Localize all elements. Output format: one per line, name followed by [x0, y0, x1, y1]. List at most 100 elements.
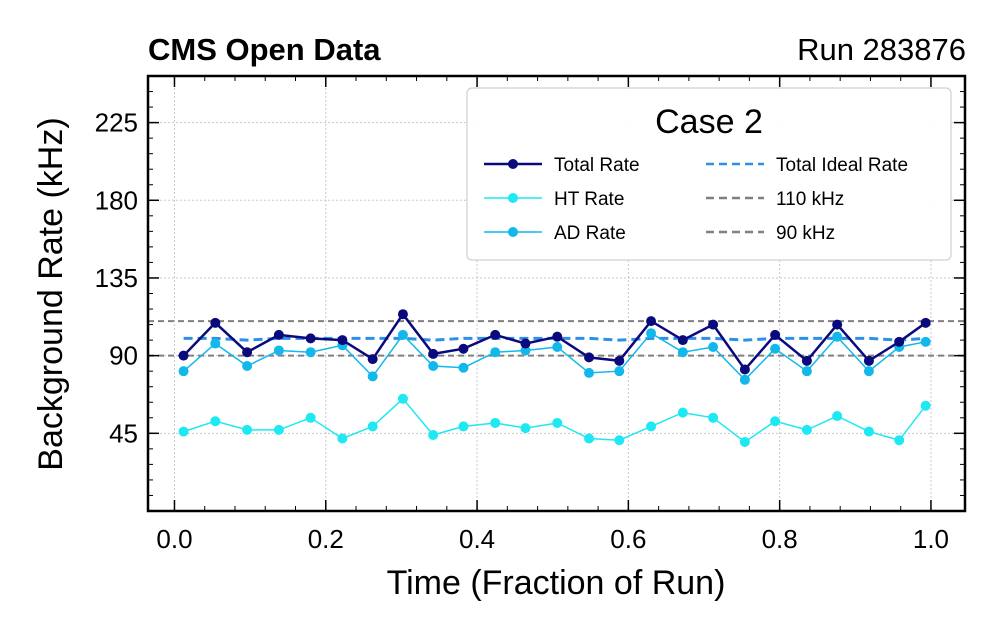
data-point-ht-rate — [801, 424, 812, 435]
data-point-total-rate — [397, 309, 408, 320]
data-point-ht-rate — [428, 430, 439, 441]
x-axis-label: Time (Fraction of Run) — [387, 564, 726, 602]
data-point-total-rate — [552, 331, 563, 342]
data-point-ht-rate — [367, 421, 378, 432]
data-point-total-rate — [458, 343, 469, 354]
data-point-ht-rate — [397, 393, 408, 404]
plot-frame — [146, 74, 967, 513]
data-point-ad-rate — [367, 371, 378, 382]
legend-label-total-ideal-rate: Total Ideal Rate — [776, 155, 908, 176]
data-point-total-rate — [584, 352, 595, 363]
data-point-ad-rate — [178, 366, 189, 377]
data-point-ht-rate — [614, 435, 625, 446]
data-point-ad-rate — [770, 343, 781, 354]
x-tick-label: 0.0 — [156, 524, 192, 554]
data-point-ht-rate — [242, 424, 253, 435]
data-point-ht-rate — [677, 407, 688, 418]
y-tick-label: 45 — [109, 418, 138, 448]
data-point-total-rate — [305, 333, 316, 344]
x-tick-label: 1.0 — [913, 524, 949, 554]
y-tick-label: 225 — [95, 108, 138, 138]
data-point-ad-rate — [677, 347, 688, 358]
data-point-total-rate — [273, 329, 284, 340]
axis-ticks: 0.0 0.2 0.4 0.6 0.8 1.0 45 90 135 180 225 — [95, 76, 965, 554]
data-point-ht-rate — [520, 423, 531, 434]
legend: Case 2 Total Rate HT Rate AD Rate Total Ide… — [466, 87, 952, 261]
data-point-total-rate — [490, 329, 501, 340]
data-point-total-rate — [801, 355, 812, 366]
data-point-ad-rate — [428, 361, 439, 371]
data-point-ht-rate — [832, 411, 843, 422]
data-point-total-rate — [428, 348, 439, 359]
data-point-ad-rate — [739, 374, 750, 385]
legend-marker-ad-rate — [508, 227, 518, 237]
data-point-ht-rate — [178, 426, 189, 437]
y-tick-label: 180 — [95, 185, 138, 215]
data-point-ad-rate — [920, 336, 931, 347]
data-point-ad-rate — [832, 331, 843, 342]
header-left-title: CMS Open Data — [148, 32, 381, 67]
legend-title: Case 2 — [655, 103, 763, 141]
data-point-total-rate — [520, 338, 531, 349]
x-tick-label: 0.2 — [308, 524, 344, 554]
x-tick-label: 0.4 — [459, 524, 495, 554]
data-point-total-rate — [677, 335, 688, 346]
data-point-ad-rate — [458, 362, 469, 373]
data-point-ht-rate — [305, 412, 316, 423]
data-point-ht-rate — [894, 435, 905, 446]
data-point-total-rate — [178, 350, 189, 361]
legend-marker-total-rate — [508, 159, 518, 169]
data-point-ad-rate — [552, 342, 563, 353]
series-line-total-rate — [182, 312, 927, 372]
data-point-ht-rate — [210, 416, 221, 427]
series-layer — [178, 309, 931, 447]
data-point-ht-rate — [273, 424, 284, 435]
data-point-ad-rate — [708, 342, 719, 353]
data-point-ad-rate — [490, 347, 501, 358]
data-point-ht-rate — [770, 416, 781, 427]
y-tick-label: 135 — [95, 263, 138, 293]
legend-label-ht-rate: HT Rate — [554, 189, 624, 210]
data-point-ht-rate — [863, 426, 874, 437]
header-run-label: Run 283876 — [797, 32, 966, 67]
data-point-ht-rate — [739, 436, 750, 447]
data-point-ad-rate — [273, 345, 284, 356]
y-axis-label: Background Rate (kHz) — [32, 117, 70, 470]
data-point-total-rate — [337, 335, 348, 346]
data-point-total-rate — [367, 354, 378, 365]
data-point-total-rate — [646, 316, 657, 327]
data-point-ad-rate — [646, 328, 657, 339]
data-point-ht-rate — [920, 400, 931, 411]
data-point-ad-rate — [397, 329, 408, 340]
legend-box — [466, 87, 952, 261]
data-point-ht-rate — [646, 421, 657, 432]
legend-label-total-rate: Total Rate — [554, 155, 640, 176]
data-point-total-rate — [739, 364, 750, 375]
data-point-ht-rate — [584, 433, 595, 444]
data-point-ad-rate — [520, 345, 531, 356]
data-point-total-rate — [614, 355, 625, 366]
data-point-ad-rate — [863, 366, 874, 377]
data-point-total-rate — [210, 317, 221, 328]
legend-marker-ht-rate — [508, 193, 518, 203]
reference-lines — [148, 320, 965, 357]
data-point-ht-rate — [337, 433, 348, 444]
data-point-total-rate — [863, 355, 874, 366]
data-point-ht-rate — [552, 417, 563, 428]
data-point-ht-rate — [708, 412, 719, 423]
data-point-total-rate — [894, 336, 905, 347]
x-tick-label: 0.6 — [610, 524, 646, 554]
legend-label-ad-rate: AD Rate — [554, 223, 626, 244]
legend-label-90-khz: 90 kHz — [776, 223, 835, 244]
data-point-ad-rate — [614, 366, 625, 377]
data-point-total-rate — [832, 319, 843, 330]
data-point-ht-rate — [490, 417, 501, 428]
data-point-ad-rate — [801, 366, 812, 377]
data-point-ad-rate — [584, 367, 595, 378]
data-point-ad-rate — [242, 361, 253, 371]
data-point-total-rate — [708, 319, 719, 330]
data-point-ad-rate — [305, 347, 316, 358]
y-tick-label: 90 — [109, 341, 138, 371]
data-point-total-rate — [770, 329, 781, 340]
